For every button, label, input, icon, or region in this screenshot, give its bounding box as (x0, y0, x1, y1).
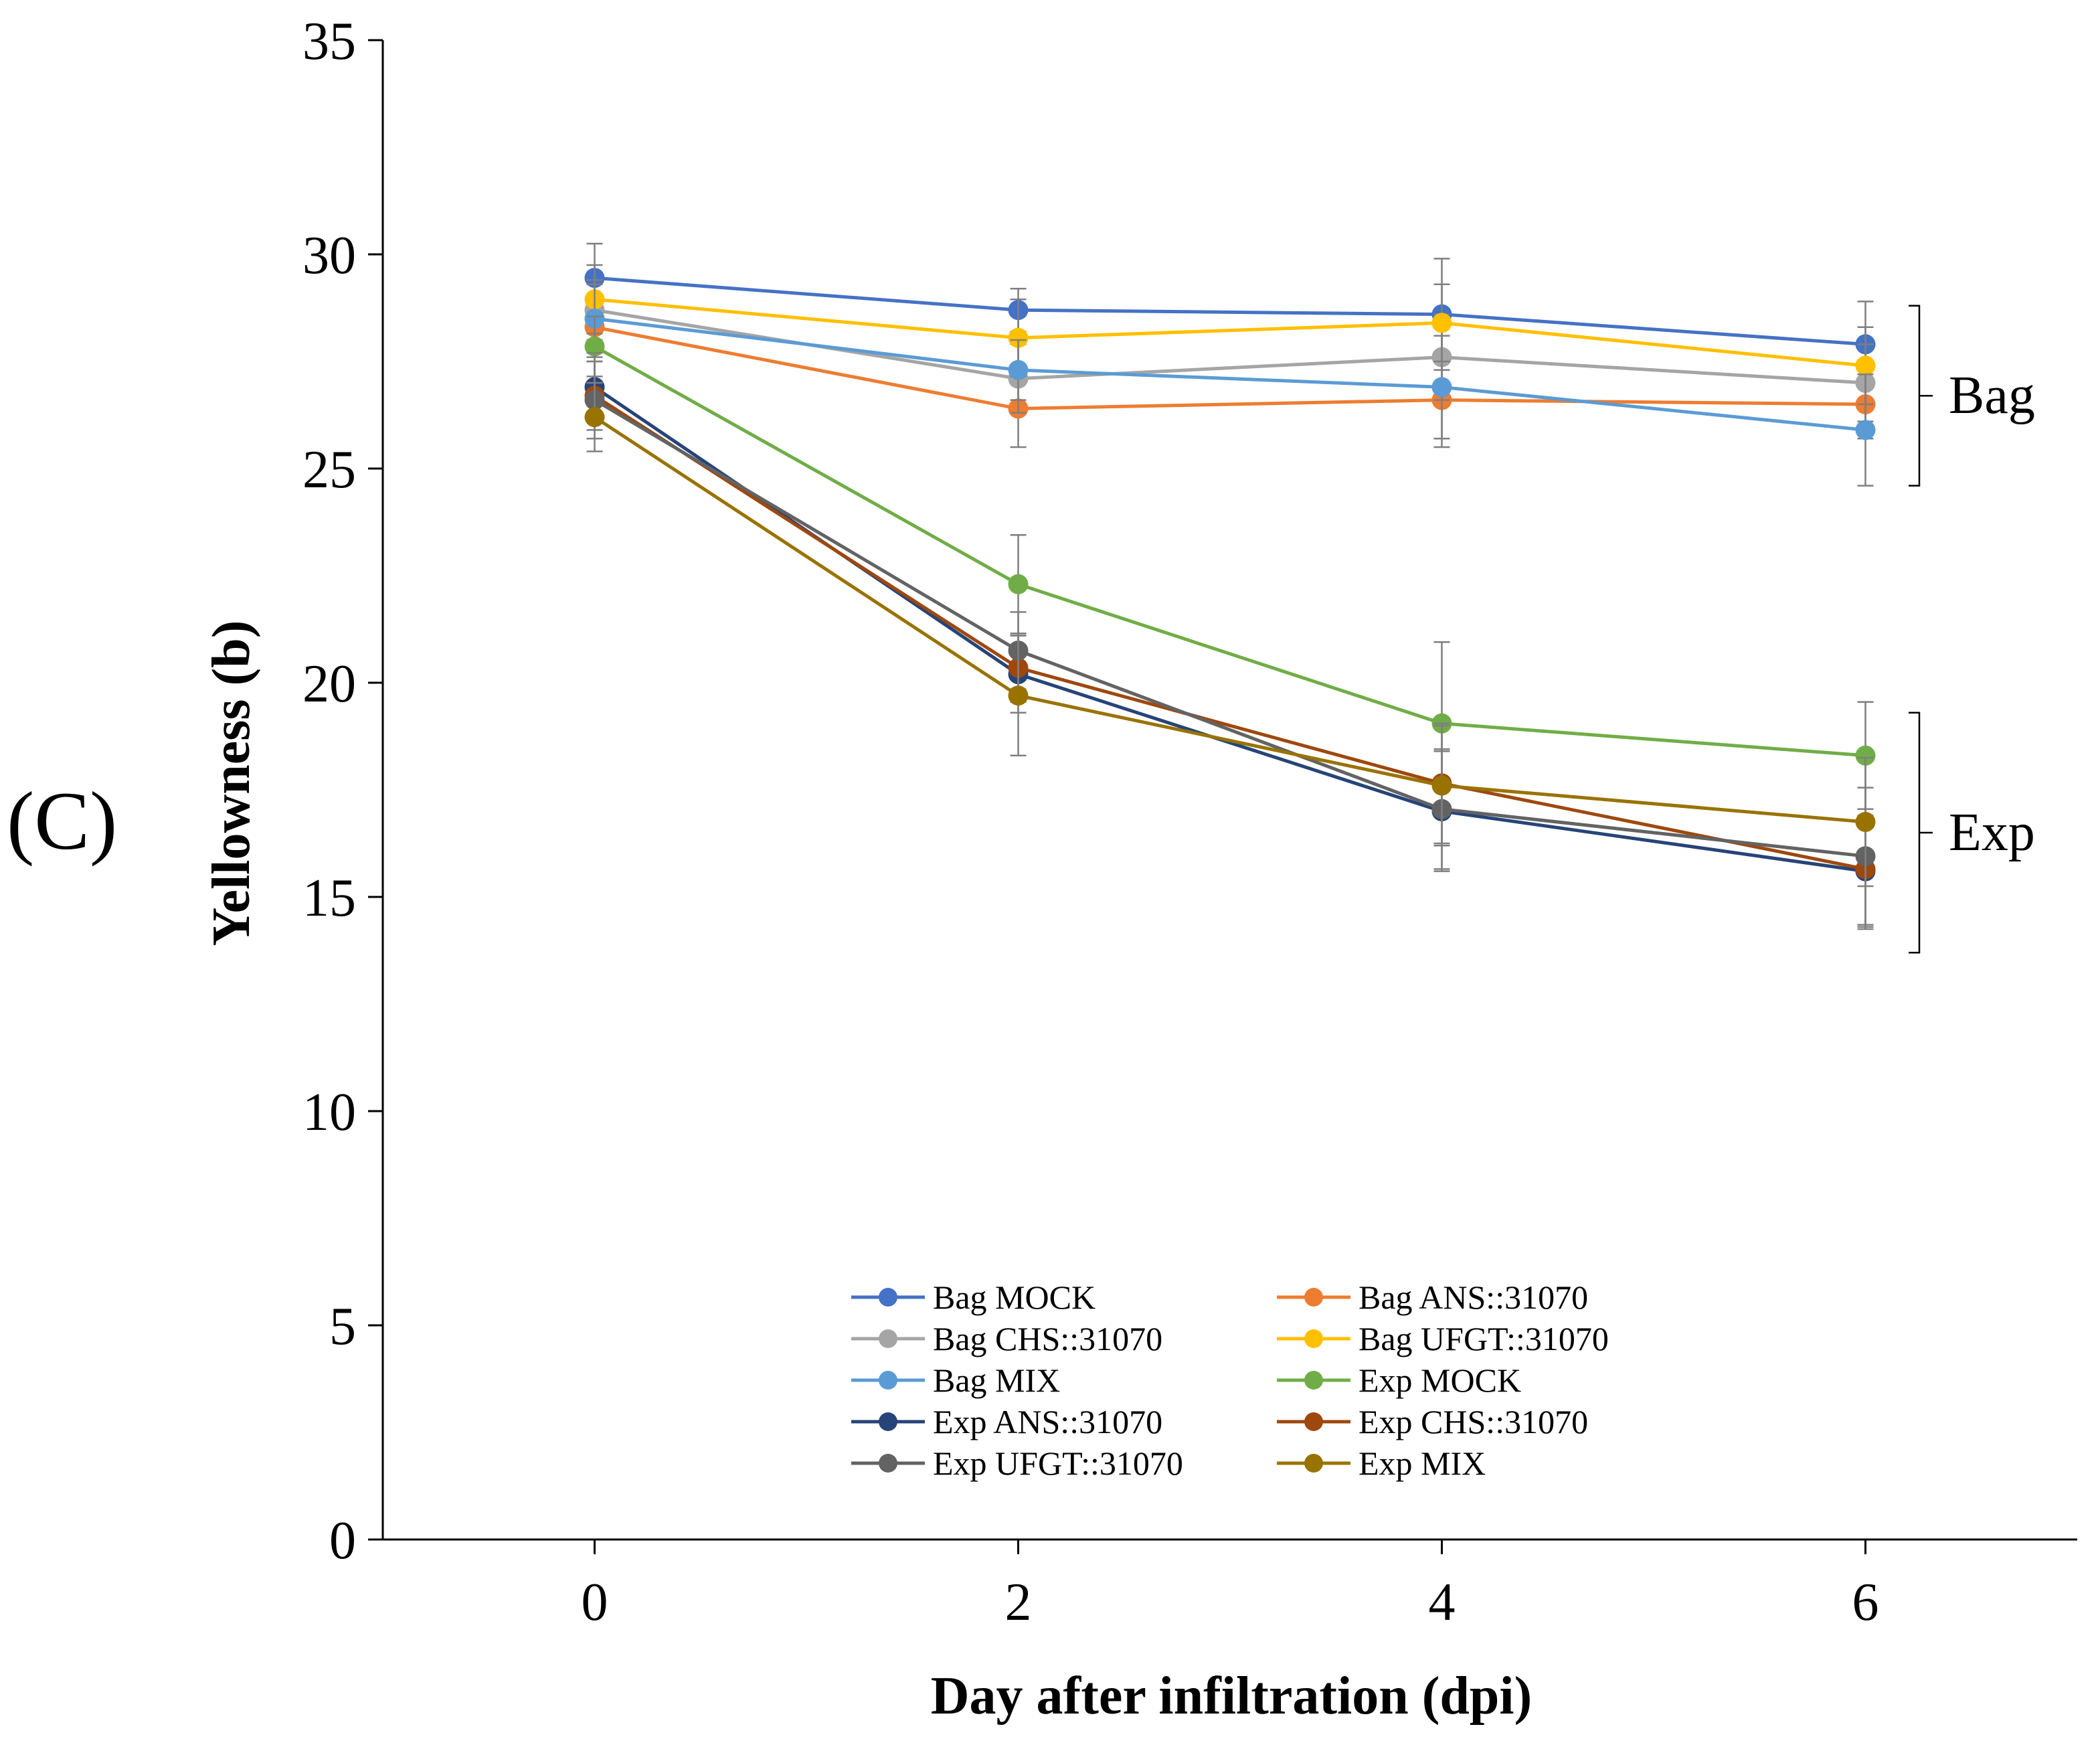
series-line (594, 297, 1866, 367)
legend-label: Bag ANS::31070 (1359, 1278, 1588, 1316)
legend-label: Bag UFGT::31070 (1359, 1320, 1609, 1357)
legend-label: Exp MIX (1359, 1444, 1486, 1482)
y-tick-label: 25 (302, 440, 356, 499)
legend-item: Exp UFGT::31070 (851, 1444, 1183, 1482)
data-point (1431, 313, 1452, 333)
series-line (594, 345, 1866, 758)
series-exp-ans-31070 (584, 351, 1876, 928)
y-tick-label: 35 (302, 12, 356, 71)
x-ticks: 0 2 4 6 (582, 1540, 1879, 1632)
group-label-bag: Bag (1949, 366, 2035, 425)
y-tick-label: 20 (302, 655, 356, 714)
legend-marker (1304, 1412, 1323, 1431)
legend-label: Bag MIX (933, 1361, 1060, 1399)
group-brackets: Bag Exp (1909, 305, 2035, 954)
data-point (584, 407, 605, 428)
legend-label: Bag MOCK (933, 1278, 1096, 1316)
data-point (1855, 355, 1876, 376)
series-group (584, 242, 1876, 930)
data-point (1008, 327, 1029, 348)
legend-marker (879, 1329, 897, 1348)
data-point (1008, 359, 1029, 380)
legend-item: Bag MIX (851, 1361, 1060, 1399)
x-axis-title: Day after infiltration (dpi) (931, 1667, 1532, 1726)
data-point (1855, 812, 1876, 832)
legend-item: Bag MOCK (851, 1278, 1096, 1316)
y-tick-label: 5 (329, 1297, 356, 1356)
series-line (594, 317, 1866, 432)
legend-item: Exp MOCK (1277, 1361, 1521, 1399)
axes (381, 40, 2077, 1541)
y-axis-title: Yellowness (b) (202, 620, 261, 946)
data-point (1008, 574, 1029, 594)
y-tick-label: 10 (302, 1083, 356, 1142)
legend-item: Bag UFGT::31070 (1277, 1320, 1609, 1357)
legend-label: Bag CHS::31070 (933, 1320, 1162, 1357)
legend-marker (1304, 1329, 1323, 1348)
bracket-bag (1909, 305, 1933, 487)
x-tick-label: 0 (582, 1573, 608, 1632)
data-point (584, 336, 605, 357)
legend-marker (879, 1371, 897, 1390)
data-point (1008, 685, 1029, 706)
group-label-exp: Exp (1949, 803, 2035, 862)
legend-marker (1304, 1288, 1323, 1307)
legend-item: Bag ANS::31070 (1277, 1278, 1588, 1316)
legend-label: Exp MOCK (1359, 1361, 1521, 1399)
data-point (1855, 745, 1876, 766)
legend-marker (879, 1454, 897, 1473)
series-bag-chs-31070 (584, 279, 1876, 422)
x-tick-label: 6 (1852, 1573, 1879, 1632)
data-point (1431, 775, 1452, 796)
panel-label: (C) (7, 775, 117, 867)
x-tick-label: 2 (1005, 1573, 1032, 1632)
legend-label: Exp CHS::31070 (1359, 1403, 1588, 1440)
series-line (594, 386, 1866, 874)
x-tick-label: 4 (1429, 1573, 1456, 1632)
series-bag-ufgt-31070 (584, 264, 1876, 406)
data-point (1855, 420, 1876, 440)
series-exp-mock (584, 315, 1876, 811)
y-tick-label: 30 (302, 226, 356, 285)
series-line (594, 416, 1866, 824)
legend-marker (879, 1288, 897, 1307)
bracket-exp (1909, 712, 1933, 954)
series-exp-mix (584, 382, 1876, 888)
series-exp-ufgt-31070 (584, 360, 1876, 926)
data-point (1431, 377, 1452, 398)
series-bag-mix (584, 283, 1876, 487)
legend-marker (879, 1412, 897, 1431)
y-tick-label: 0 (329, 1511, 356, 1570)
series-line (594, 398, 1866, 858)
y-ticks: 0 5 10 15 20 25 30 35 (302, 12, 383, 1570)
legend-label: Exp UFGT::31070 (933, 1444, 1183, 1482)
series-line (594, 276, 1866, 346)
legend-label: Exp ANS::31070 (933, 1403, 1162, 1440)
legend-item: Bag CHS::31070 (851, 1320, 1162, 1357)
series-line (594, 394, 1866, 871)
y-tick-label: 15 (302, 869, 356, 928)
series-line (594, 325, 1866, 410)
legend-marker (1304, 1371, 1323, 1390)
legend-item: Exp ANS::31070 (851, 1403, 1162, 1440)
legend-marker (1304, 1454, 1323, 1473)
legend-item: Exp CHS::31070 (1277, 1403, 1588, 1440)
legend-item: Exp MIX (1277, 1444, 1486, 1482)
